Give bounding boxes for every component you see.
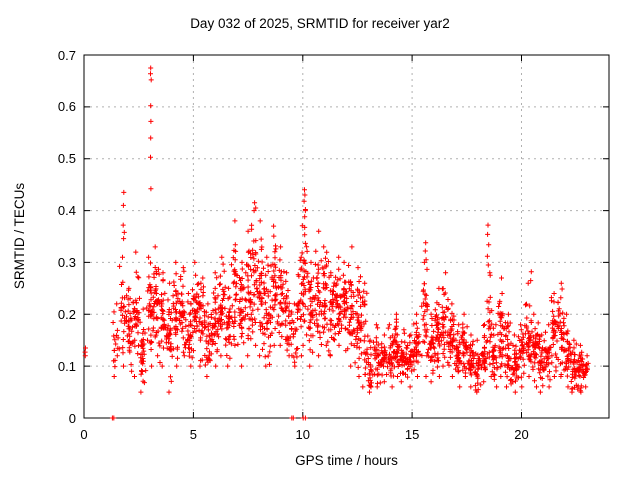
y-tick-label: 0.3: [57, 254, 76, 270]
x-axis-label: GPS time / hours: [295, 453, 398, 468]
y-tick-label: 0.4: [57, 203, 76, 219]
x-tick-label: 15: [404, 427, 420, 442]
y-tick-label: 0.1: [57, 358, 76, 374]
x-tick-label: 0: [80, 427, 88, 442]
plot-border: [83, 54, 610, 419]
y-tick-label: 0.2: [57, 306, 76, 322]
y-tick-label: 0.5: [57, 151, 76, 167]
x-tick-label: 5: [189, 427, 197, 442]
x-tick-label: 20: [514, 427, 529, 442]
y-tick-label: 0.6: [57, 99, 76, 115]
axis-ticks: [83, 54, 609, 419]
y-tick-label: 0: [68, 410, 76, 426]
y-tick-label: 0.7: [57, 47, 76, 63]
x-tick-label: 10: [295, 427, 310, 442]
gridlines: [84, 55, 609, 418]
y-axis-label: SRMTID / TECUs: [12, 182, 27, 290]
chart-title: Day 032 of 2025, SRMTID for receiver yar…: [190, 16, 450, 31]
data-points: [82, 65, 591, 421]
